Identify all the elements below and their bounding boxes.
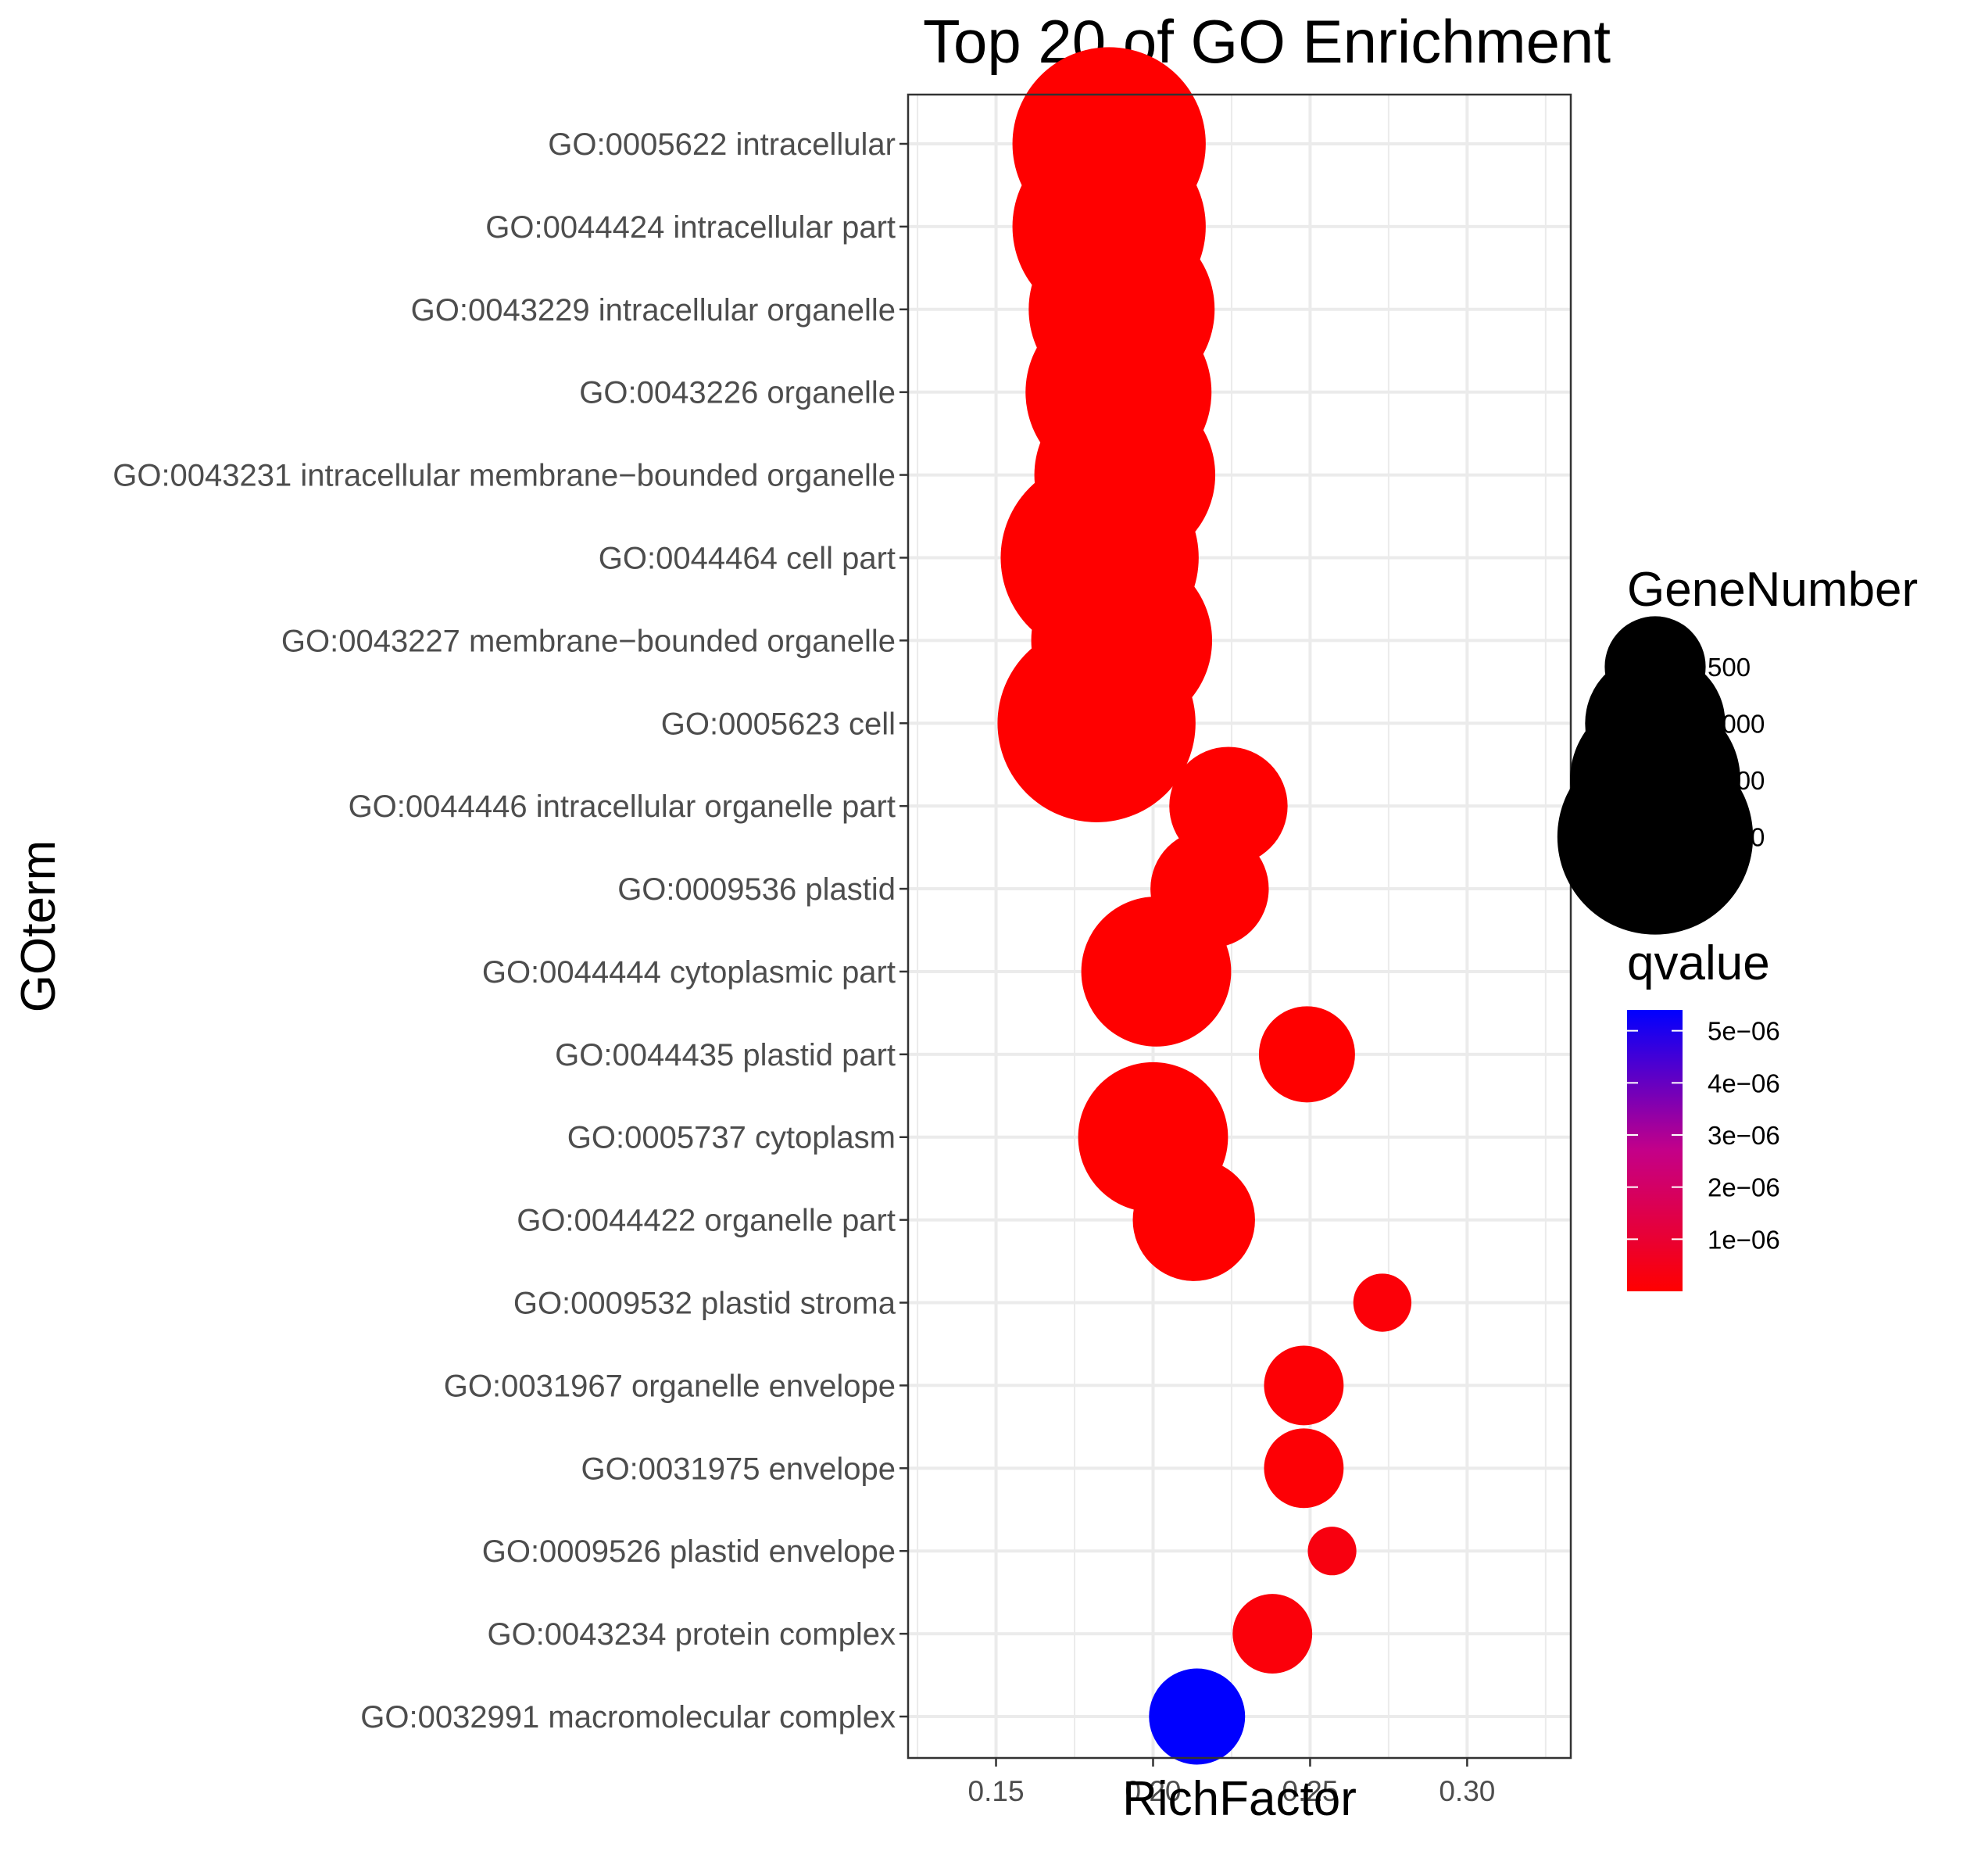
y-tick-label: GO:0043231 intracellular membrane−bounde… [113, 459, 896, 493]
y-tick-label: GO:0043234 protein complex [487, 1617, 896, 1652]
y-axis-title: GOterm [12, 840, 66, 1012]
color-legend-label: 4e−06 [1708, 1069, 1780, 1097]
y-tick-label: GO:0043226 organelle [579, 376, 896, 410]
color-legend-label: 3e−06 [1708, 1121, 1780, 1150]
qvalue-colorbar [1627, 1010, 1683, 1291]
y-tick-label: GO:0009536 plastid [617, 872, 896, 907]
color-legend-label: 1e−06 [1708, 1225, 1780, 1254]
color-legend-ticks: 5e−06 4e−06 3e−06 2e−06 1e−06 [1627, 1017, 1780, 1254]
y-tick-label: GO:0044444 cytoplasmic part [482, 955, 896, 990]
data-points [997, 47, 1412, 1765]
y-tick-label: GO:0009526 plastid envelope [482, 1534, 896, 1569]
data-point [1353, 1273, 1412, 1332]
y-tick-label: GO:0044464 cell part [599, 541, 896, 575]
data-point [1258, 1006, 1355, 1103]
data-point [1307, 1527, 1357, 1576]
data-point [1149, 1668, 1246, 1765]
size-legend-label: 2000 [1708, 823, 1765, 852]
y-tick-label: GO:0043229 intracellular organelle [411, 293, 896, 328]
y-tick-label: GO:0031975 envelope [581, 1452, 896, 1486]
y-tick-label: GO:0031967 organelle envelope [444, 1369, 896, 1403]
y-tick-label: GO:0009532 plastid stroma [513, 1287, 896, 1321]
data-point [1264, 1345, 1344, 1426]
color-legend-label: 5e−06 [1708, 1017, 1780, 1046]
x-tick-label: 0.25 [1282, 1775, 1338, 1807]
color-legend-title: qvalue [1627, 936, 1770, 990]
x-axis-ticks: 0.15 0.20 0.25 0.30 [968, 1758, 1495, 1807]
y-tick-label: GO:0044422 organelle part [517, 1204, 896, 1238]
size-legend-key [1557, 739, 1754, 935]
plot-panel-border [907, 93, 1572, 1760]
data-point [1081, 897, 1232, 1047]
y-tick-label: GO:0044435 plastid part [555, 1038, 896, 1072]
size-legend-label: 500 [1708, 653, 1751, 682]
grid-lines [908, 95, 1571, 1758]
data-point [997, 624, 1196, 822]
data-point [1132, 1158, 1255, 1281]
chart-title: Top 20 of GO Enrichment [923, 7, 1611, 76]
size-legend-title: GeneNumber [1627, 563, 1918, 617]
y-tick-label: GO:0005622 intracellular [548, 127, 896, 162]
x-tick-label: 0.20 [1125, 1775, 1181, 1807]
data-point [1264, 1428, 1344, 1509]
y-axis-ticks: GO:0005622 intracellular GO:0044424 intra… [113, 127, 908, 1735]
data-point [1232, 1594, 1313, 1674]
y-tick-label: GO:0005623 cell [661, 707, 896, 741]
x-tick-label: 0.30 [1439, 1775, 1495, 1807]
x-axis-title: RichFactor [1122, 1772, 1357, 1826]
x-tick-label: 0.15 [968, 1775, 1025, 1807]
y-tick-label: GO:0005737 cytoplasm [567, 1121, 896, 1155]
y-tick-label: GO:0043227 membrane−bounded organelle [281, 624, 896, 658]
y-tick-label: GO:0044424 intracellular part [485, 210, 896, 245]
y-tick-label: GO:0044446 intracellular organelle part [349, 789, 896, 824]
color-legend-label: 2e−06 [1708, 1173, 1780, 1202]
y-tick-label: GO:0032991 macromolecular complex [360, 1700, 896, 1735]
